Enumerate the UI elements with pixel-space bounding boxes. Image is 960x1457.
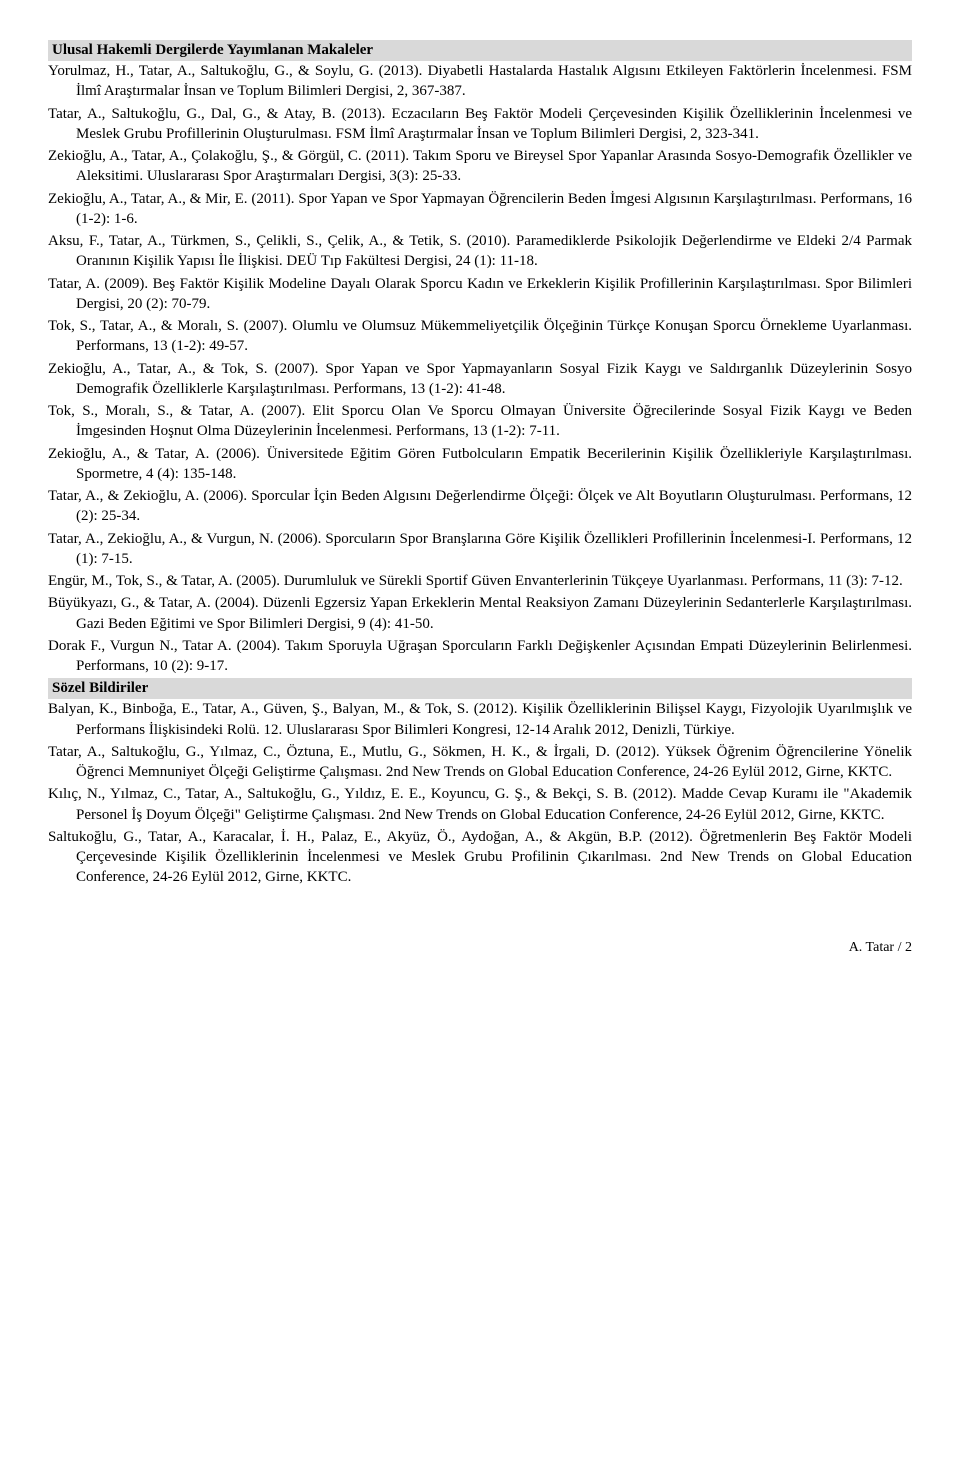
- publication-entry: Aksu, F., Tatar, A., Türkmen, S., Çelikl…: [48, 231, 912, 272]
- publication-entry: Tok, S., Tatar, A., & Moralı, S. (2007).…: [48, 316, 912, 357]
- publication-entry: Engür, M., Tok, S., & Tatar, A. (2005). …: [48, 571, 912, 591]
- publication-entry: Zekioğlu, A., & Tatar, A. (2006). Üniver…: [48, 444, 912, 485]
- section-header-national-journals: Ulusal Hakemli Dergilerde Yayımlanan Mak…: [48, 40, 912, 61]
- presentation-entry: Kılıç, N., Yılmaz, C., Tatar, A., Saltuk…: [48, 784, 912, 825]
- publication-entry: Dorak F., Vurgun N., Tatar A. (2004). Ta…: [48, 636, 912, 677]
- publication-entry: Yorulmaz, H., Tatar, A., Saltukoğlu, G.,…: [48, 61, 912, 102]
- publication-entry: Zekioğlu, A., Tatar, A., Çolakoğlu, Ş., …: [48, 146, 912, 187]
- presentation-entry: Tatar, A., Saltukoğlu, G., Yılmaz, C., Ö…: [48, 742, 912, 783]
- page-footer: A. Tatar / 2: [0, 920, 960, 976]
- publication-entry: Büyükyazı, G., & Tatar, A. (2004). Düzen…: [48, 593, 912, 634]
- publication-entry: Tatar, A., Saltukoğlu, G., Dal, G., & At…: [48, 104, 912, 145]
- publication-entry: Tatar, A., Zekioğlu, A., & Vurgun, N. (2…: [48, 529, 912, 570]
- presentation-entry: Balyan, K., Binboğa, E., Tatar, A., Güve…: [48, 699, 912, 740]
- publication-entry: Zekioğlu, A., Tatar, A., & Mir, E. (2011…: [48, 189, 912, 230]
- section-header-oral-presentations: Sözel Bildiriler: [48, 678, 912, 699]
- page-content: Ulusal Hakemli Dergilerde Yayımlanan Mak…: [0, 0, 960, 920]
- publication-entry: Tatar, A. (2009). Beş Faktör Kişilik Mod…: [48, 274, 912, 315]
- publication-entry: Tok, S., Moralı, S., & Tatar, A. (2007).…: [48, 401, 912, 442]
- publication-entry: Zekioğlu, A., Tatar, A., & Tok, S. (2007…: [48, 359, 912, 400]
- publication-entry: Tatar, A., & Zekioğlu, A. (2006). Sporcu…: [48, 486, 912, 527]
- presentation-entry: Saltukoğlu, G., Tatar, A., Karacalar, İ.…: [48, 827, 912, 888]
